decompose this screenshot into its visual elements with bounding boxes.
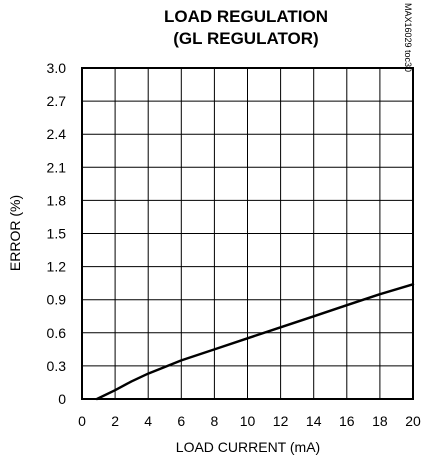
y-tick-label: 0.3 [47, 358, 67, 374]
y-tick-label: 2.7 [47, 93, 67, 109]
x-tick-labels: 0 2 4 6 8 10 12 14 16 18 20 [78, 413, 421, 429]
x-axis-label: LOAD CURRENT (mA) [176, 439, 320, 455]
x-tick-label: 10 [240, 413, 256, 429]
y-tick-label: 1.5 [47, 226, 67, 242]
x-tick-label: 18 [372, 413, 388, 429]
y-axis-label: ERROR (%) [7, 195, 23, 271]
plot-frame [81, 67, 414, 400]
x-tick-label: 16 [339, 413, 355, 429]
series-layer [95, 283, 415, 401]
x-tick-label: 20 [405, 413, 421, 429]
x-tick-label: 12 [273, 413, 289, 429]
y-tick-label: 1.8 [47, 192, 67, 208]
x-tick-label: 6 [177, 413, 185, 429]
y-tick-label: 1.2 [47, 259, 67, 275]
chart-subtitle: (GL REGULATOR) [173, 29, 318, 48]
x-tick-label: 4 [144, 413, 152, 429]
grid [81, 67, 414, 400]
series-line-0 [95, 283, 415, 401]
x-tick-label: 0 [78, 413, 86, 429]
y-tick-label: 3.0 [47, 60, 67, 76]
chart-title: LOAD REGULATION [164, 7, 328, 26]
y-tick-label: 0 [58, 391, 66, 407]
y-tick-label: 0.9 [47, 292, 67, 308]
x-tick-label: 2 [111, 413, 119, 429]
part-id-label: MAX16029 toc30 [403, 3, 413, 72]
x-tick-label: 14 [306, 413, 322, 429]
y-tick-label: 2.4 [47, 126, 67, 142]
y-tick-labels: 0 0.3 0.6 0.9 1.2 1.5 1.8 2.1 2.4 2.7 3.0 [47, 60, 67, 407]
x-tick-label: 8 [211, 413, 219, 429]
y-tick-label: 2.1 [47, 159, 67, 175]
y-tick-label: 0.6 [47, 325, 67, 341]
